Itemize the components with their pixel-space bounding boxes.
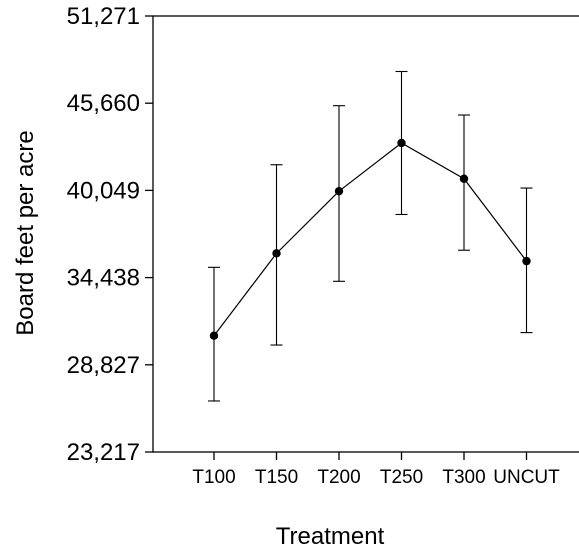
series-line-path xyxy=(213,142,527,337)
x-tick-label: T250 xyxy=(380,467,423,488)
plot-frame xyxy=(152,15,579,453)
x-tick-label: T100 xyxy=(192,467,235,488)
x-tick-label: T300 xyxy=(442,467,485,488)
data-point xyxy=(334,186,344,196)
data-point xyxy=(459,174,469,183)
error-bars xyxy=(208,70,533,402)
data-point xyxy=(209,331,219,340)
x-tick-label: T200 xyxy=(317,467,360,488)
y-axis: 23,217 28,827 34,438 40,049 45,660 51,271 xyxy=(67,3,153,466)
plot-border xyxy=(152,15,579,453)
y-axis-title: Board feet per acre xyxy=(12,130,39,335)
y-tick-label: 51,271 xyxy=(67,3,140,30)
data-point xyxy=(522,256,531,266)
y-tick-label: 45,660 xyxy=(67,90,140,117)
data-points xyxy=(209,138,531,340)
y-tick-label: 28,827 xyxy=(67,352,140,379)
series-line xyxy=(213,142,527,337)
data-point xyxy=(272,249,281,258)
y-tick-label: 34,438 xyxy=(67,265,140,292)
data-point xyxy=(397,138,406,148)
x-tick-label: T150 xyxy=(255,467,298,488)
y-tick-label: 23,217 xyxy=(67,439,140,466)
x-axis-title: Treatment xyxy=(276,523,385,548)
x-tick-label: UNCUT xyxy=(493,467,560,488)
x-axis: T100 T150 T200 T250 T300 UNCUT xyxy=(192,452,560,488)
y-tick-label: 40,049 xyxy=(67,177,140,204)
